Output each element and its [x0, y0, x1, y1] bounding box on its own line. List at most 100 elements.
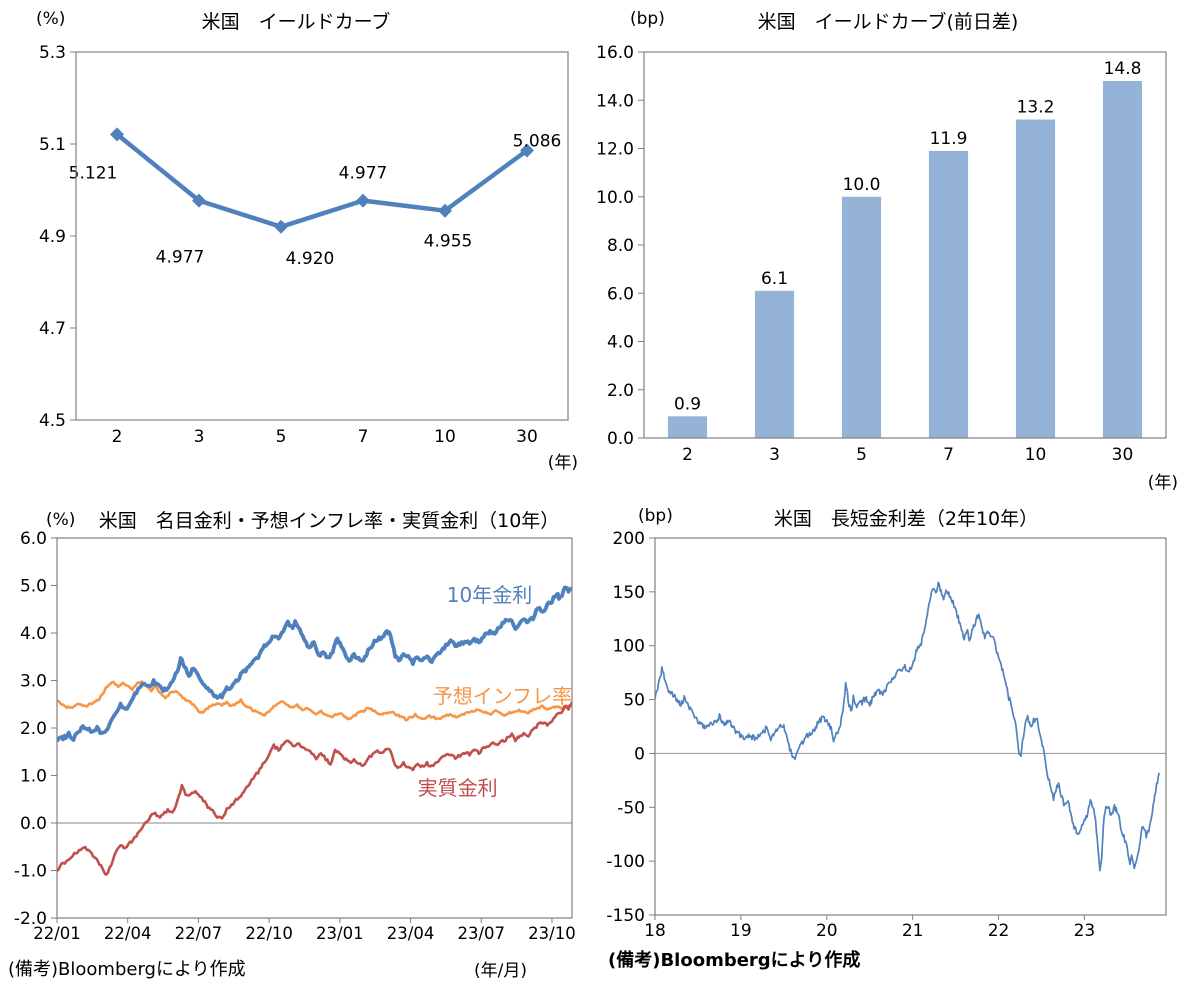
y-axis-label: 12.0: [596, 140, 634, 160]
real-yield-line: [57, 701, 572, 876]
nominal-10y-line: [57, 585, 572, 743]
y-axis-label: 8.0: [607, 236, 634, 256]
x-axis-label: 23/01: [316, 924, 364, 943]
y-axis-label: -2.0: [14, 909, 47, 929]
diamond-marker: [274, 219, 288, 234]
yield-curve-chart: 4.5 4.7 4.9 5.1 5.3 2 3 5 7 10 30 5.121 4.977 4.920 4.…: [39, 43, 569, 447]
breakeven-inflation-line: [57, 680, 572, 722]
y-axis-label: 6.0: [20, 529, 47, 549]
y-axis-label: 2.0: [20, 719, 47, 739]
x-axis-label: 22/10: [245, 924, 293, 943]
y-axis-label: -50: [617, 798, 645, 818]
point-value-label: 5.121: [69, 163, 118, 183]
x-axis-label: 5: [856, 445, 867, 465]
bar: [1015, 119, 1056, 439]
diamond-marker: [438, 203, 452, 218]
y-axis-label: 14.0: [596, 91, 634, 111]
x-axis-label: 7: [943, 445, 954, 465]
x-axis-label: 30: [516, 427, 538, 447]
bar-value-label: 0.9: [674, 394, 701, 414]
y-axis-unit-label: (bp): [630, 9, 665, 29]
y-axis-label: 200: [613, 529, 645, 549]
y-axis-label: -1.0: [14, 862, 47, 882]
y-axis-label: 4.9: [39, 227, 66, 247]
diamond-marker: [520, 143, 534, 158]
y-axis-label: 50: [623, 691, 645, 711]
y-axis-label: 4.0: [607, 333, 634, 353]
y-axis-label: 2.0: [607, 381, 634, 401]
diamond-marker: [356, 193, 370, 208]
point-value-label: 4.977: [339, 164, 388, 184]
source-note: (備考)Bloombergにより作成: [608, 950, 861, 971]
y-axis-label: 3.0: [20, 672, 47, 692]
y-axis-label: 16.0: [596, 43, 634, 63]
y-axis-label: 4.0: [20, 624, 47, 644]
y-axis-label: 4.5: [39, 411, 66, 431]
bar: [841, 196, 882, 438]
x-axis-label: 23/04: [387, 924, 435, 943]
x-axis-label: 3: [769, 445, 780, 465]
us-yield-curve-root: 4.5 4.7 4.9 5.1 5.3 2 3 5 7 10 30 5.121 4.977 4.920 4.…: [39, 43, 569, 447]
y-axis-label: 5.0: [20, 577, 47, 597]
bar-value-label: 10.0: [843, 175, 881, 195]
x-axis-label: 21: [902, 921, 924, 941]
y-axis-label: 4.7: [39, 319, 66, 339]
x-axis-label: 5: [276, 427, 287, 447]
x-axis-label: 22/07: [175, 924, 223, 943]
y-axis-label: 0.0: [607, 429, 634, 449]
x-axis-label: 23/07: [457, 924, 505, 943]
series-group: [655, 581, 1160, 872]
x-axis-unit-label: (年): [1147, 473, 1178, 493]
y-axis-label: 5.1: [39, 135, 66, 155]
y-axis-label: 5.3: [39, 43, 66, 63]
x-axis-label: 22/04: [104, 924, 152, 943]
bar: [754, 290, 795, 438]
real-yield-label: 実質金利: [418, 776, 498, 800]
bar-value-label: 6.1: [761, 269, 788, 289]
plot-border: [654, 537, 1167, 916]
yield-curve-change-chart: 0.0 2.0 4.0 6.0 8.0 10.0 12.0 14.0 16.0 2 3 5 7 10 30 0…: [596, 43, 1167, 465]
x-axis-unit-label: (年/月): [474, 961, 527, 981]
y-axis-label: -150: [606, 906, 645, 926]
panel-us-2s10s-spread: (bp) 米国 長短金利差（2年10年） -150 -100 -50 0 50 100 15…: [592, 494, 1184, 987]
series-group: [57, 585, 572, 876]
bar-value-label: 13.2: [1017, 98, 1055, 118]
breakeven-inflation-label: 予想インフレ率: [433, 684, 572, 708]
y-axis-label: 0: [634, 744, 645, 764]
y-axis-unit-label: (bp): [638, 506, 673, 526]
point-value-label: 5.086: [513, 131, 562, 151]
x-axis-label: 7: [358, 427, 369, 447]
bar: [928, 150, 969, 438]
x-axis-label: 19: [730, 921, 752, 941]
rates-10y-chart: -2.0 -1.0 0.0 1.0 2.0 3.0 4.0 5.0 6.0 22/01 22/04 2…: [14, 529, 576, 943]
diamond-marker: [110, 127, 124, 142]
bar: [1102, 80, 1143, 438]
x-axis-label: 23/10: [528, 924, 576, 943]
x-axis-label: 18: [644, 921, 666, 941]
point-value-label: 4.920: [286, 249, 335, 269]
bar-value-label: 11.9: [930, 129, 968, 149]
chart-title: 米国 名目金利・予想インフレ率・実質金利（10年）: [98, 510, 560, 532]
chart-title: 米国 イールドカーブ(前日差): [757, 11, 1019, 33]
plot-border: [75, 51, 569, 421]
y-axis-label: 10.0: [596, 188, 634, 208]
plot-border: [56, 537, 573, 919]
x-axis-label: 10: [434, 427, 456, 447]
x-axis-label: 2: [682, 445, 693, 465]
bar: [667, 416, 708, 438]
chart-title: 米国 長短金利差（2年10年）: [773, 508, 1039, 530]
nominal-10y-label: 10年金利: [447, 583, 532, 607]
y-axis-label: -100: [606, 852, 645, 872]
x-axis-label: 22: [988, 921, 1010, 941]
x-axis-label: 20: [816, 921, 838, 941]
x-axis-label: 3: [194, 427, 205, 447]
y-axis-unit-label: (%): [36, 9, 66, 29]
y-axis-unit-label: (%): [46, 510, 76, 530]
y-axis-label: 150: [613, 583, 645, 603]
x-axis-label: 30: [1112, 445, 1134, 465]
us-yield-curve-change-root: 0.0 2.0 4.0 6.0 8.0 10.0 12.0 14.0 16.0 2 3 5 7 10 30 0…: [596, 43, 1167, 465]
panel-us-yield-curve: (%) 米国 イールドカーブ 4.5 4.7 4.9 5.1 5.3 2 3 5 7 10 30 5.…: [0, 0, 592, 493]
x-axis-label: 22/01: [33, 924, 81, 943]
spread-2s10s-chart: -150 -100 -50 0 50 100 150 200 18 19 20 21 22 23: [606, 529, 1167, 941]
spread-2s10s-line: [655, 581, 1160, 872]
